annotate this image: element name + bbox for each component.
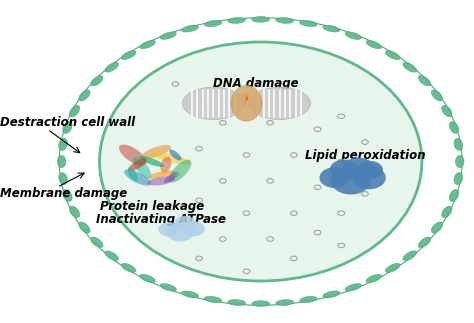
Ellipse shape <box>431 222 443 233</box>
Ellipse shape <box>403 251 417 261</box>
Ellipse shape <box>139 156 164 167</box>
Ellipse shape <box>449 121 459 133</box>
Ellipse shape <box>204 296 222 303</box>
Text: Inactivating ATPase: Inactivating ATPase <box>96 213 226 226</box>
Circle shape <box>319 167 350 188</box>
Ellipse shape <box>160 284 176 291</box>
Circle shape <box>331 167 371 194</box>
Ellipse shape <box>69 206 80 218</box>
Ellipse shape <box>169 160 191 182</box>
Circle shape <box>167 224 193 242</box>
Ellipse shape <box>128 168 138 181</box>
Polygon shape <box>244 95 249 107</box>
Ellipse shape <box>63 190 72 202</box>
Text: Destraction cell wall: Destraction cell wall <box>0 116 135 129</box>
Ellipse shape <box>345 284 362 291</box>
Circle shape <box>352 166 386 189</box>
Ellipse shape <box>252 16 270 22</box>
Ellipse shape <box>164 172 177 183</box>
Circle shape <box>182 221 205 236</box>
Text: Lipid peroxidation: Lipid peroxidation <box>305 149 425 162</box>
Ellipse shape <box>454 138 463 151</box>
Ellipse shape <box>454 172 463 185</box>
Ellipse shape <box>431 90 443 101</box>
Ellipse shape <box>121 263 136 272</box>
Ellipse shape <box>345 32 362 39</box>
Ellipse shape <box>142 145 171 159</box>
Ellipse shape <box>323 25 340 32</box>
Ellipse shape <box>252 301 270 307</box>
Ellipse shape <box>91 76 103 86</box>
Circle shape <box>174 216 195 230</box>
Ellipse shape <box>323 291 340 298</box>
Ellipse shape <box>128 159 146 171</box>
Ellipse shape <box>204 20 222 27</box>
Ellipse shape <box>403 62 417 72</box>
Ellipse shape <box>121 51 136 60</box>
Circle shape <box>330 160 358 179</box>
Ellipse shape <box>231 86 262 121</box>
Ellipse shape <box>140 40 155 49</box>
Ellipse shape <box>182 25 199 32</box>
Ellipse shape <box>69 105 80 117</box>
Ellipse shape <box>366 40 382 49</box>
Ellipse shape <box>79 222 90 233</box>
Ellipse shape <box>449 190 459 202</box>
Text: DNA damage: DNA damage <box>213 78 299 90</box>
Ellipse shape <box>63 121 72 133</box>
Ellipse shape <box>160 32 176 39</box>
Ellipse shape <box>133 157 151 179</box>
Ellipse shape <box>105 62 118 72</box>
Ellipse shape <box>276 300 294 306</box>
Ellipse shape <box>456 155 464 168</box>
Ellipse shape <box>119 144 146 166</box>
Ellipse shape <box>300 296 317 303</box>
Ellipse shape <box>124 170 151 186</box>
Ellipse shape <box>442 206 452 218</box>
Ellipse shape <box>59 172 67 185</box>
Ellipse shape <box>149 170 173 179</box>
Ellipse shape <box>150 152 191 164</box>
Ellipse shape <box>182 87 244 120</box>
Ellipse shape <box>442 105 452 117</box>
Ellipse shape <box>160 157 172 173</box>
Circle shape <box>342 158 374 180</box>
Ellipse shape <box>57 155 66 168</box>
Ellipse shape <box>169 150 182 161</box>
Ellipse shape <box>147 176 175 185</box>
Text: Protein leakage: Protein leakage <box>100 200 204 213</box>
Circle shape <box>356 161 383 179</box>
Ellipse shape <box>228 300 246 306</box>
Ellipse shape <box>59 138 67 151</box>
Ellipse shape <box>91 237 103 247</box>
Ellipse shape <box>228 17 246 23</box>
Ellipse shape <box>105 251 118 261</box>
Ellipse shape <box>385 51 400 60</box>
Text: Membrane damage: Membrane damage <box>0 187 127 200</box>
Ellipse shape <box>140 274 155 283</box>
Ellipse shape <box>100 42 422 281</box>
Ellipse shape <box>300 20 317 27</box>
Ellipse shape <box>385 263 400 272</box>
Ellipse shape <box>276 17 294 23</box>
Ellipse shape <box>418 76 431 86</box>
Ellipse shape <box>366 274 382 283</box>
Ellipse shape <box>182 291 199 298</box>
Ellipse shape <box>249 87 310 120</box>
Ellipse shape <box>79 90 90 101</box>
Circle shape <box>158 222 179 236</box>
Polygon shape <box>243 90 250 108</box>
Ellipse shape <box>418 237 431 247</box>
